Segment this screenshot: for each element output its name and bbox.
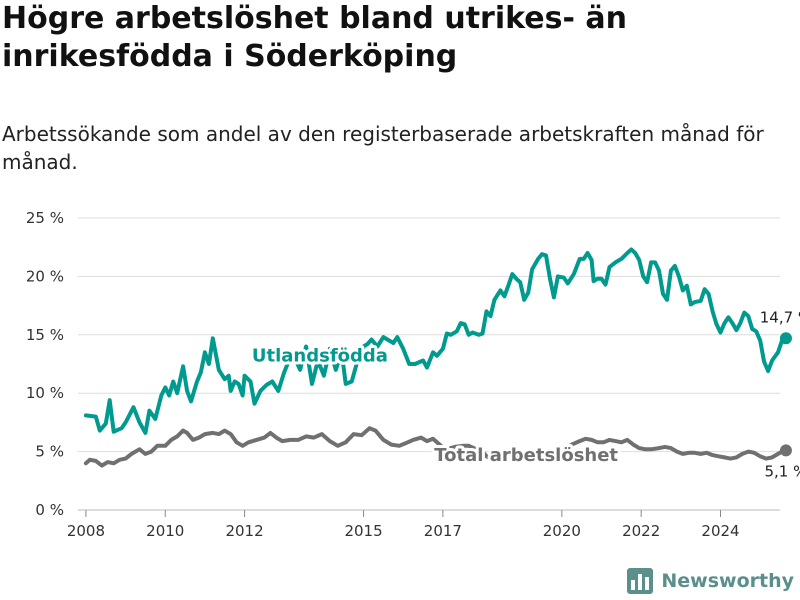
x-tick-label: 2010: [146, 522, 184, 540]
x-tick-label: 2024: [701, 522, 739, 540]
x-tick-label: 2008: [67, 522, 105, 540]
x-tick-label: 2015: [344, 522, 382, 540]
x-axis: 2008 2010 2012 2015 2017 2020 2022 2024: [67, 510, 740, 540]
end-value-label: 14,7 %: [760, 308, 800, 326]
end-value-label: 5,1 %: [765, 462, 800, 480]
y-tick-label: 15 %: [26, 326, 64, 344]
y-tick-label: 0 %: [35, 501, 64, 519]
brand-logo: Newsworthy: [627, 568, 794, 594]
y-tick-label: 5 %: [35, 443, 64, 461]
grid-lines: [78, 217, 780, 511]
series-labels: 14,7 % 5,1 % Utlandsfödda Total arbetslöshe…: [249, 308, 800, 480]
chart-title: Högre arbetslöshet bland utrikes- än inr…: [2, 1, 627, 74]
bar-chart-icon: [627, 568, 654, 594]
y-tick-label: 20 %: [26, 267, 64, 285]
x-tick-label: 2022: [622, 522, 660, 540]
x-tick-label: 2017: [424, 522, 462, 540]
x-tick-label: 2020: [543, 522, 581, 540]
series-label-total: Total arbetslöshet: [434, 445, 618, 466]
series-line-total: [83, 426, 788, 468]
x-tick-label: 2012: [225, 522, 263, 540]
series-line-utlandsfodda: [83, 247, 788, 435]
end-point-marker: [779, 444, 792, 457]
series-label-utlandsfodda: Utlandsfödda: [252, 346, 388, 367]
end-point-marker: [779, 332, 792, 345]
brand-name: Newsworthy: [661, 570, 794, 592]
y-tick-label: 10 %: [26, 384, 64, 402]
y-axis: 0 % 5 % 10 % 15 % 20 % 25 %: [26, 209, 64, 519]
y-tick-label: 25 %: [26, 209, 64, 227]
series-lines: [83, 247, 792, 468]
chart-subtitle: Arbetssökande som andel av den registerb…: [2, 122, 764, 174]
